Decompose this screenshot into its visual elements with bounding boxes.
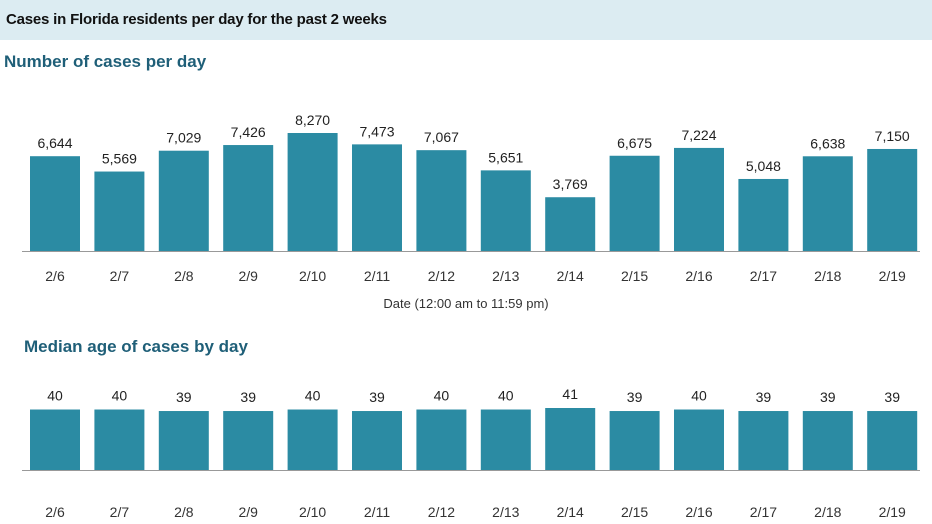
cases-bar-13	[867, 148, 918, 251]
cases-bar-5	[352, 144, 402, 251]
age-value-label-0: 40	[47, 388, 63, 404]
age-category-label-5: 2/11	[364, 504, 390, 520]
age-category-label-2: 2/8	[174, 504, 194, 520]
cases-value-label-7: 5,651	[488, 149, 523, 165]
age-value-label-8: 41	[562, 386, 578, 402]
cases-bar-2	[158, 150, 209, 251]
cases-value-label-3: 7,426	[231, 124, 266, 140]
cases-value-label-11: 5,048	[746, 158, 781, 174]
age-value-label-9: 39	[627, 389, 643, 405]
cases-value-label-1: 5,569	[102, 151, 137, 167]
cases-category-label-4: 2/10	[299, 268, 326, 284]
age-value-label-11: 39	[756, 389, 772, 405]
age-category-label-6: 2/12	[428, 504, 455, 520]
cases-value-label-10: 7,224	[681, 127, 716, 143]
header-band	[0, 0, 932, 40]
age-value-label-5: 39	[369, 389, 385, 405]
age-category-label-7: 2/13	[492, 504, 519, 520]
cases-bar-11	[738, 178, 789, 251]
age-bar-13	[867, 411, 918, 470]
cases-value-label-8: 3,769	[553, 176, 588, 192]
cases-bar-3	[223, 145, 274, 251]
age-category-label-8: 2/14	[557, 504, 584, 520]
cases-value-label-13: 7,150	[875, 128, 910, 144]
cases-value-label-0: 6,644	[37, 135, 72, 151]
age-bar-8	[545, 408, 596, 470]
cases-category-label-7: 2/13	[492, 268, 519, 284]
cases-value-label-12: 6,638	[810, 135, 845, 151]
cases-category-label-8: 2/14	[557, 268, 584, 284]
age-category-label-11: 2/17	[750, 504, 777, 520]
age-bar-11	[738, 411, 789, 470]
cases-category-label-2: 2/8	[174, 268, 194, 284]
age-value-label-6: 40	[434, 388, 450, 404]
age-bar-0	[30, 409, 80, 470]
age-bar-4	[287, 409, 338, 470]
age-value-label-4: 40	[305, 388, 321, 404]
age-category-label-13: 2/19	[879, 504, 906, 520]
age-category-label-12: 2/18	[814, 504, 841, 520]
cases-category-label-0: 2/6	[45, 268, 65, 284]
cases-category-label-10: 2/16	[685, 268, 712, 284]
cases-bar-6	[416, 150, 467, 251]
age-bar-12	[802, 411, 853, 470]
age-value-label-3: 39	[240, 389, 256, 405]
age-bar-2	[158, 411, 209, 470]
age-bar-5	[352, 411, 402, 470]
age-chart-title: Median age of cases by day	[24, 337, 248, 356]
cases-value-label-9: 6,675	[617, 135, 652, 151]
age-category-label-0: 2/6	[45, 504, 65, 520]
age-category-label-1: 2/7	[110, 504, 130, 520]
age-category-label-4: 2/10	[299, 504, 326, 520]
age-bar-10	[674, 409, 724, 470]
cases-category-label-9: 2/15	[621, 268, 648, 284]
age-value-label-7: 40	[498, 388, 514, 404]
cases-bar-12	[802, 156, 853, 251]
cases-bar-1	[94, 171, 145, 251]
cases-category-label-13: 2/19	[879, 268, 906, 284]
cases-bar-8	[545, 197, 596, 251]
cases-bar-4	[287, 133, 338, 251]
age-bar-9	[609, 411, 660, 470]
cases-bar-0	[30, 156, 80, 251]
cases-category-label-6: 2/12	[428, 268, 455, 284]
age-bar-7	[480, 409, 531, 470]
age-value-label-2: 39	[176, 389, 192, 405]
age-bar-6	[416, 409, 467, 470]
page-title: Cases in Florida residents per day for t…	[6, 11, 387, 28]
cases-category-label-12: 2/18	[814, 268, 841, 284]
cases-chart-xlabel: Date (12:00 am to 11:59 pm)	[383, 296, 549, 311]
cases-bar-9	[609, 155, 660, 251]
age-value-label-1: 40	[112, 388, 128, 404]
cases-bar-7	[480, 170, 531, 251]
age-value-label-12: 39	[820, 389, 836, 405]
age-bar-1	[94, 409, 145, 470]
cases-value-label-6: 7,067	[424, 129, 459, 145]
cases-category-label-3: 2/9	[238, 268, 258, 284]
cases-chart-title: Number of cases per day	[4, 52, 207, 71]
cases-bar-10	[674, 147, 724, 251]
cases-category-label-5: 2/11	[364, 268, 390, 284]
cases-category-label-1: 2/7	[110, 268, 130, 284]
cases-value-label-4: 8,270	[295, 112, 330, 128]
age-category-label-3: 2/9	[238, 504, 258, 520]
cases-category-label-11: 2/17	[750, 268, 777, 284]
cases-value-label-2: 7,029	[166, 130, 201, 146]
age-bar-3	[223, 411, 274, 470]
age-category-label-9: 2/15	[621, 504, 648, 520]
cases-value-label-5: 7,473	[359, 123, 394, 139]
age-category-label-10: 2/16	[685, 504, 712, 520]
age-value-label-13: 39	[884, 389, 900, 405]
age-value-label-10: 40	[691, 388, 707, 404]
